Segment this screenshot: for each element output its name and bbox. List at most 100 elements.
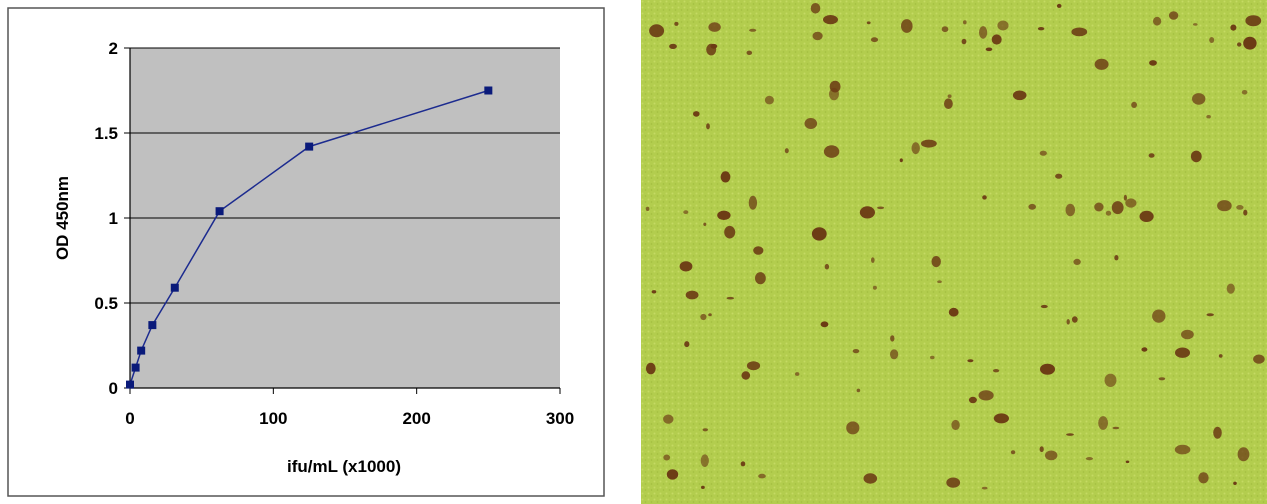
- stained-spot: [899, 158, 903, 163]
- stained-spot: [663, 454, 671, 461]
- stained-spot: [708, 22, 721, 32]
- stained-spot: [1245, 15, 1262, 27]
- stained-spot: [811, 227, 827, 241]
- stained-spot: [930, 355, 935, 360]
- stained-spot: [1158, 377, 1166, 381]
- data-point: [131, 363, 140, 372]
- stained-spot: [651, 290, 657, 294]
- stained-spot: [944, 98, 953, 109]
- stained-spot: [1098, 416, 1108, 430]
- stained-spot: [846, 421, 860, 435]
- data-point: [148, 321, 157, 330]
- stained-spot: [1192, 93, 1206, 105]
- stained-spot: [693, 111, 700, 117]
- stained-spot: [1071, 316, 1078, 323]
- stained-spot: [890, 335, 895, 342]
- stained-spot: [679, 261, 693, 272]
- stained-spot: [1236, 205, 1244, 210]
- y-axis-title: OD 450nm: [53, 176, 72, 260]
- stained-spot: [1148, 153, 1155, 158]
- stained-spot: [708, 313, 712, 317]
- chart-svg: 0 0.5 1 1.5 2 0 100 200 300 ifu/mL (x1000) OD 4…: [7, 7, 605, 497]
- stained-spot: [720, 171, 731, 183]
- stained-spot: [872, 285, 877, 290]
- stained-spot: [1206, 313, 1214, 317]
- stained-spot: [1112, 426, 1120, 430]
- stained-spot: [748, 195, 758, 210]
- stained-spot: [1190, 150, 1202, 163]
- stained-spot: [810, 3, 821, 14]
- stained-spot: [666, 469, 679, 480]
- stained-spot: [1056, 3, 1062, 8]
- stained-spot: [746, 361, 761, 371]
- stained-spot: [702, 428, 708, 432]
- stained-spot: [753, 246, 764, 255]
- stained-spot: [963, 20, 967, 25]
- stained-spot: [1149, 60, 1157, 66]
- stained-spot: [1085, 457, 1093, 461]
- stained-spot: [703, 222, 707, 226]
- stained-spot: [726, 296, 734, 300]
- stained-spot: [1037, 27, 1045, 31]
- data-point-markers: [126, 86, 493, 389]
- data-point: [126, 380, 134, 389]
- microscope-stained-cells-image: [641, 0, 1267, 504]
- stained-spot: [1065, 203, 1076, 217]
- gridlines: [130, 47, 560, 304]
- stained-spot: [1243, 36, 1257, 50]
- stained-spot: [764, 95, 774, 105]
- stained-spot: [795, 372, 800, 376]
- stained-spot: [1174, 444, 1191, 455]
- stained-spot: [1175, 347, 1190, 358]
- od-standard-curve-chart: 0 0.5 1 1.5 2 0 100 200 300 ifu/mL (x1000) OD 4…: [0, 0, 606, 504]
- y-tick-label: 0: [109, 379, 118, 398]
- stained-spot: [1039, 150, 1047, 156]
- stained-spot: [741, 371, 751, 380]
- stained-spot: [804, 118, 818, 129]
- stained-spot: [1209, 37, 1215, 43]
- stained-spot: [1193, 23, 1198, 26]
- stained-inclusions: [645, 3, 1265, 490]
- stained-spot: [740, 461, 746, 467]
- x-tick-labels: 0 100 200 300: [125, 388, 574, 428]
- stained-spot: [1040, 363, 1055, 375]
- stained-spot: [1094, 58, 1109, 70]
- stained-spot: [812, 31, 823, 41]
- stained-spot: [947, 94, 952, 98]
- stained-spot: [968, 396, 977, 404]
- stained-spot: [1114, 255, 1119, 261]
- stained-spot: [683, 210, 689, 215]
- stained-spot: [1055, 173, 1063, 179]
- stained-spot: [1153, 16, 1162, 26]
- stained-spot: [1206, 115, 1211, 119]
- stained-spot: [746, 50, 753, 55]
- stained-spot: [749, 28, 757, 32]
- stained-spot: [1094, 202, 1104, 212]
- y-tick-label: 0.5: [94, 294, 118, 313]
- stained-spot: [1073, 258, 1081, 265]
- stained-spot: [755, 272, 766, 285]
- stained-spot: [901, 19, 913, 33]
- stained-spot: [1071, 27, 1088, 37]
- stained-spot: [911, 142, 920, 155]
- stained-spot: [1152, 309, 1166, 323]
- stained-spot: [985, 47, 993, 52]
- stained-spot: [866, 21, 871, 25]
- stained-spot: [663, 414, 674, 424]
- stained-spot: [1243, 209, 1248, 216]
- stained-spot: [784, 148, 789, 154]
- stained-spot: [1066, 433, 1074, 436]
- stained-spot: [823, 145, 840, 158]
- y-tick-label: 1: [109, 209, 118, 228]
- stained-spot: [674, 21, 679, 26]
- stained-spot: [921, 139, 937, 148]
- stained-spot: [1226, 283, 1235, 294]
- stained-spot: [1111, 201, 1124, 215]
- stained-spot: [645, 206, 650, 211]
- stained-spot: [1213, 426, 1222, 439]
- data-point: [305, 142, 314, 151]
- stained-spot: [863, 473, 878, 484]
- stained-spot: [1125, 460, 1130, 464]
- stained-spot: [1045, 450, 1058, 461]
- stained-spot: [1039, 446, 1044, 453]
